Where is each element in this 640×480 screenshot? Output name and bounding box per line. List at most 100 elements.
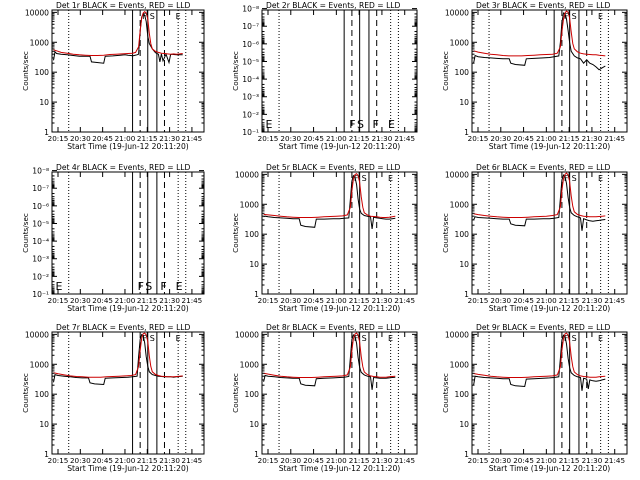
panel-title: Det 4r BLACK = Events, RED = LLD (56, 163, 191, 172)
series-events-line (53, 333, 183, 386)
panel-title: Det 1r BLACK = Events, RED = LLD (56, 1, 191, 10)
y-axis-label: Counts/sec (441, 51, 450, 91)
x-axis-label: Start Time (19-Jun-12 20:11:20) (489, 304, 611, 313)
y-tick-label: 100 (35, 68, 50, 77)
series-lld-line (53, 11, 183, 56)
y-axis-label: Counts/sec (21, 213, 30, 253)
y-tick-label: 1000 (240, 360, 259, 369)
series-events-line (263, 334, 396, 390)
x-axis-label: Start Time (19-Jun-12 20:11:20) (67, 142, 189, 151)
y-tick-label: 1000 (450, 200, 469, 209)
x-tick-label: 20:15 (258, 296, 279, 305)
x-tick-label: 21:15 (349, 134, 370, 143)
y-tick-label: 100 (455, 230, 470, 239)
panel-title: Det 8r BLACK = Events, RED = LLD (266, 323, 401, 332)
marker-label: F (564, 12, 569, 21)
y-tick-label: 10⁻⁷ (32, 184, 49, 193)
series-lld-line (473, 332, 606, 378)
x-tick-label: 20:30 (70, 296, 91, 305)
y-tick-label: 1000 (30, 38, 49, 47)
x-tick-label: 20:15 (48, 296, 69, 305)
y-tick-label: 1 (254, 290, 259, 299)
x-tick-label: 21:30 (159, 296, 180, 305)
marker-label: F (354, 334, 359, 343)
y-tick-label: 10⁻³ (242, 93, 259, 102)
y-tick-label: 10 (459, 98, 469, 107)
y-axis-label: Counts/sec (441, 373, 450, 413)
x-tick-label: 21:30 (159, 456, 180, 465)
panel-title: Det 5r BLACK = Events, RED = LLD (266, 163, 401, 172)
x-tick-label: 21:45 (394, 296, 415, 305)
y-tick-label: 10⁻⁵ (242, 57, 259, 66)
y-axis-label: Counts/sec (231, 213, 240, 253)
x-tick-label: 21:30 (582, 134, 603, 143)
plot-frame (261, 9, 418, 133)
series-lld-line (263, 173, 396, 218)
x-tick-label: 20:30 (490, 296, 511, 305)
x-tick-label: 20:30 (70, 456, 91, 465)
x-tick-label: 20:45 (303, 296, 324, 305)
y-tick-label: 10⁻⁴ (32, 237, 49, 246)
x-tick-label: 20:45 (513, 456, 534, 465)
plot-frame (51, 331, 205, 455)
y-axis-label: Counts/sec (21, 51, 30, 91)
series-events-line (263, 174, 396, 229)
marker-label: F (373, 118, 379, 131)
series-events-line (473, 334, 606, 391)
x-tick-label: 21:15 (137, 456, 158, 465)
x-tick-label: 21:30 (372, 134, 393, 143)
marker-label: E (176, 334, 181, 343)
marker-label: S (572, 174, 577, 183)
plot-frame (471, 9, 628, 133)
y-tick-label: 1 (44, 128, 49, 137)
marker-label: E (56, 280, 63, 293)
marker-label: E (388, 118, 395, 131)
y-tick-label: 100 (455, 390, 470, 399)
y-axis-label: Counts/sec (21, 373, 30, 413)
x-axis-label: Start Time (19-Jun-12 20:11:20) (489, 142, 611, 151)
x-tick-label: 21:45 (604, 456, 625, 465)
x-tick-label: 20:45 (303, 456, 324, 465)
x-tick-label: 21:30 (582, 296, 603, 305)
y-tick-label: 1 (44, 450, 49, 459)
x-tick-label: 21:00 (536, 134, 557, 143)
plot-frame (51, 9, 205, 133)
x-tick-label: 21:00 (326, 134, 347, 143)
x-tick-label: 20:15 (468, 134, 489, 143)
series-lld-line (473, 10, 606, 57)
x-axis-label: Start Time (19-Jun-12 20:11:20) (489, 464, 611, 473)
panel-title: Det 2r BLACK = Events, RED = LLD (266, 1, 401, 10)
y-tick-label: 10 (249, 260, 259, 269)
x-tick-label: 20:15 (48, 134, 69, 143)
x-axis-label: Start Time (19-Jun-12 20:11:20) (279, 464, 401, 473)
series-events-line (473, 174, 606, 231)
marker-label: E (598, 174, 603, 183)
y-tick-label: 100 (455, 68, 470, 77)
panel-det-8r: Det 8r BLACK = Events, RED = LLD F S E 1 10 10… (231, 323, 418, 473)
x-tick-label: 21:30 (372, 296, 393, 305)
y-tick-label: 10000 (235, 330, 259, 339)
y-tick-label: 10⁻¹ (242, 128, 259, 137)
x-tick-label: 20:15 (48, 456, 69, 465)
x-tick-label: 21:00 (326, 296, 347, 305)
y-tick-label: 10⁻⁸ (32, 167, 49, 176)
y-tick-label: 1 (464, 128, 469, 137)
x-tick-label: 21:15 (137, 134, 158, 143)
y-tick-label: 100 (245, 230, 260, 239)
series-lld-line (53, 332, 183, 378)
y-tick-label: 10 (39, 420, 49, 429)
y-tick-label: 100 (35, 390, 50, 399)
x-tick-label: 21:45 (394, 134, 415, 143)
series-events-line (473, 12, 606, 71)
series-lld-line (473, 172, 606, 218)
x-tick-label: 20:30 (280, 296, 301, 305)
y-tick-label: 10 (459, 420, 469, 429)
x-tick-label: 21:00 (536, 456, 557, 465)
x-axis-label: Start Time (19-Jun-12 20:11:20) (67, 304, 189, 313)
y-axis-label: Counts/sec (441, 213, 450, 253)
x-tick-label: 20:15 (258, 134, 279, 143)
x-axis-label: Start Time (19-Jun-12 20:11:20) (67, 464, 189, 473)
x-tick-label: 21:00 (115, 134, 136, 143)
y-tick-label: 10⁻⁸ (242, 5, 259, 14)
